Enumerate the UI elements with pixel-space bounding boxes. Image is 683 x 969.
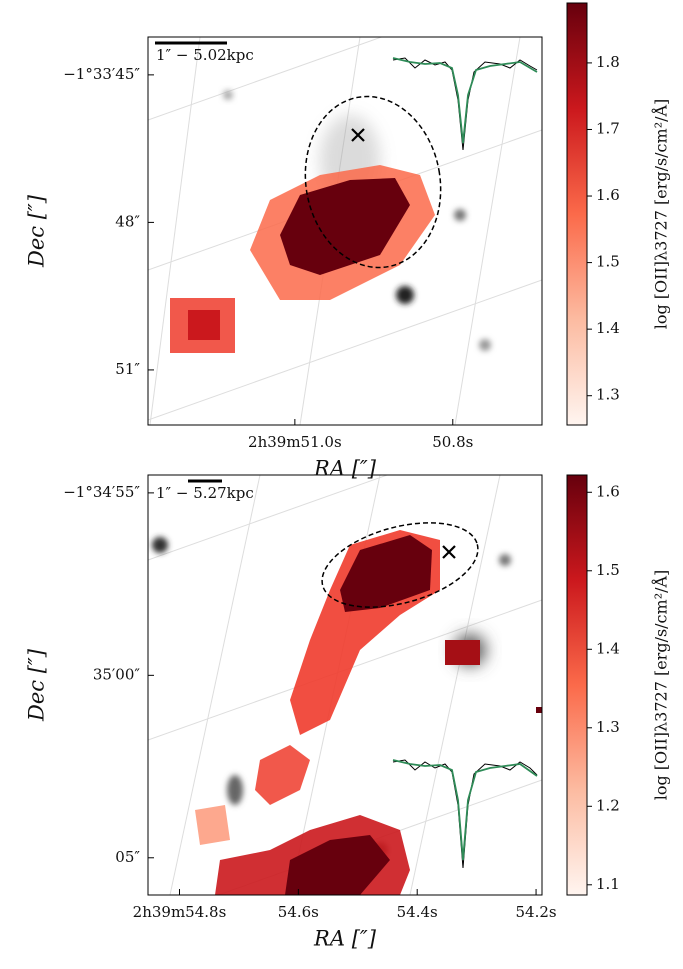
colorbar-tick-label: 1.7 xyxy=(596,119,620,137)
x-tick-label: 2h39m51.0s xyxy=(248,433,342,451)
y-axis-label: Dec [″] xyxy=(25,648,49,722)
colorbar xyxy=(566,474,588,896)
colorbar-tick-label: 1.4 xyxy=(596,639,620,657)
y-tick-label: −1°33′45″ xyxy=(63,65,140,83)
y-tick-label: −1°34′55″ xyxy=(63,483,140,501)
x-axis-label: RA [″] xyxy=(313,927,377,951)
colorbar-tick-label: 1.3 xyxy=(596,718,620,736)
x-tick-label: 2h39m54.8s xyxy=(133,903,227,921)
colorbar-tick-label: 1.1 xyxy=(596,875,620,893)
colorbar-tick-label: 1.2 xyxy=(596,796,620,814)
colorbar-label: log [OII]λ3727 [erg/s/cm²/Å] xyxy=(651,99,671,330)
image-panel xyxy=(148,37,542,425)
colorbar-tick-label: 1.6 xyxy=(596,482,620,500)
x-axis-label: RA [″] xyxy=(313,457,377,481)
scale-bar-label: 1″ − 5.27kpc xyxy=(156,484,254,502)
y-tick-label: 35′00″ xyxy=(93,665,141,683)
axes-frame xyxy=(147,474,543,896)
colorbar-tick-label: 1.8 xyxy=(596,53,620,71)
colorbar-tick-label: 1.5 xyxy=(596,561,620,579)
x-tick-label: 50.8s xyxy=(432,433,473,451)
x-tick-label: 54.6s xyxy=(278,903,319,921)
colorbar-tick-label: 1.4 xyxy=(596,319,620,337)
colorbar-tick-label: 1.6 xyxy=(596,186,620,204)
axes-frame xyxy=(147,36,543,426)
image-panel xyxy=(148,475,542,895)
colorbar-tick-label: 1.3 xyxy=(596,386,620,404)
x-tick-label: 54.4s xyxy=(397,903,438,921)
colorbar xyxy=(566,2,588,426)
y-tick-label: 05″ xyxy=(115,848,140,866)
colorbar-label: log [OII]λ3727 [erg/s/cm²/Å] xyxy=(651,570,671,801)
colorbar-tick-label: 1.5 xyxy=(596,253,620,271)
scale-bar-label: 1″ − 5.02kpc xyxy=(156,46,254,64)
y-axis-label: Dec [″] xyxy=(25,194,49,268)
x-tick-label: 54.2s xyxy=(516,903,557,921)
y-tick-label: 48″ xyxy=(115,212,140,230)
y-tick-label: 51″ xyxy=(115,360,140,378)
